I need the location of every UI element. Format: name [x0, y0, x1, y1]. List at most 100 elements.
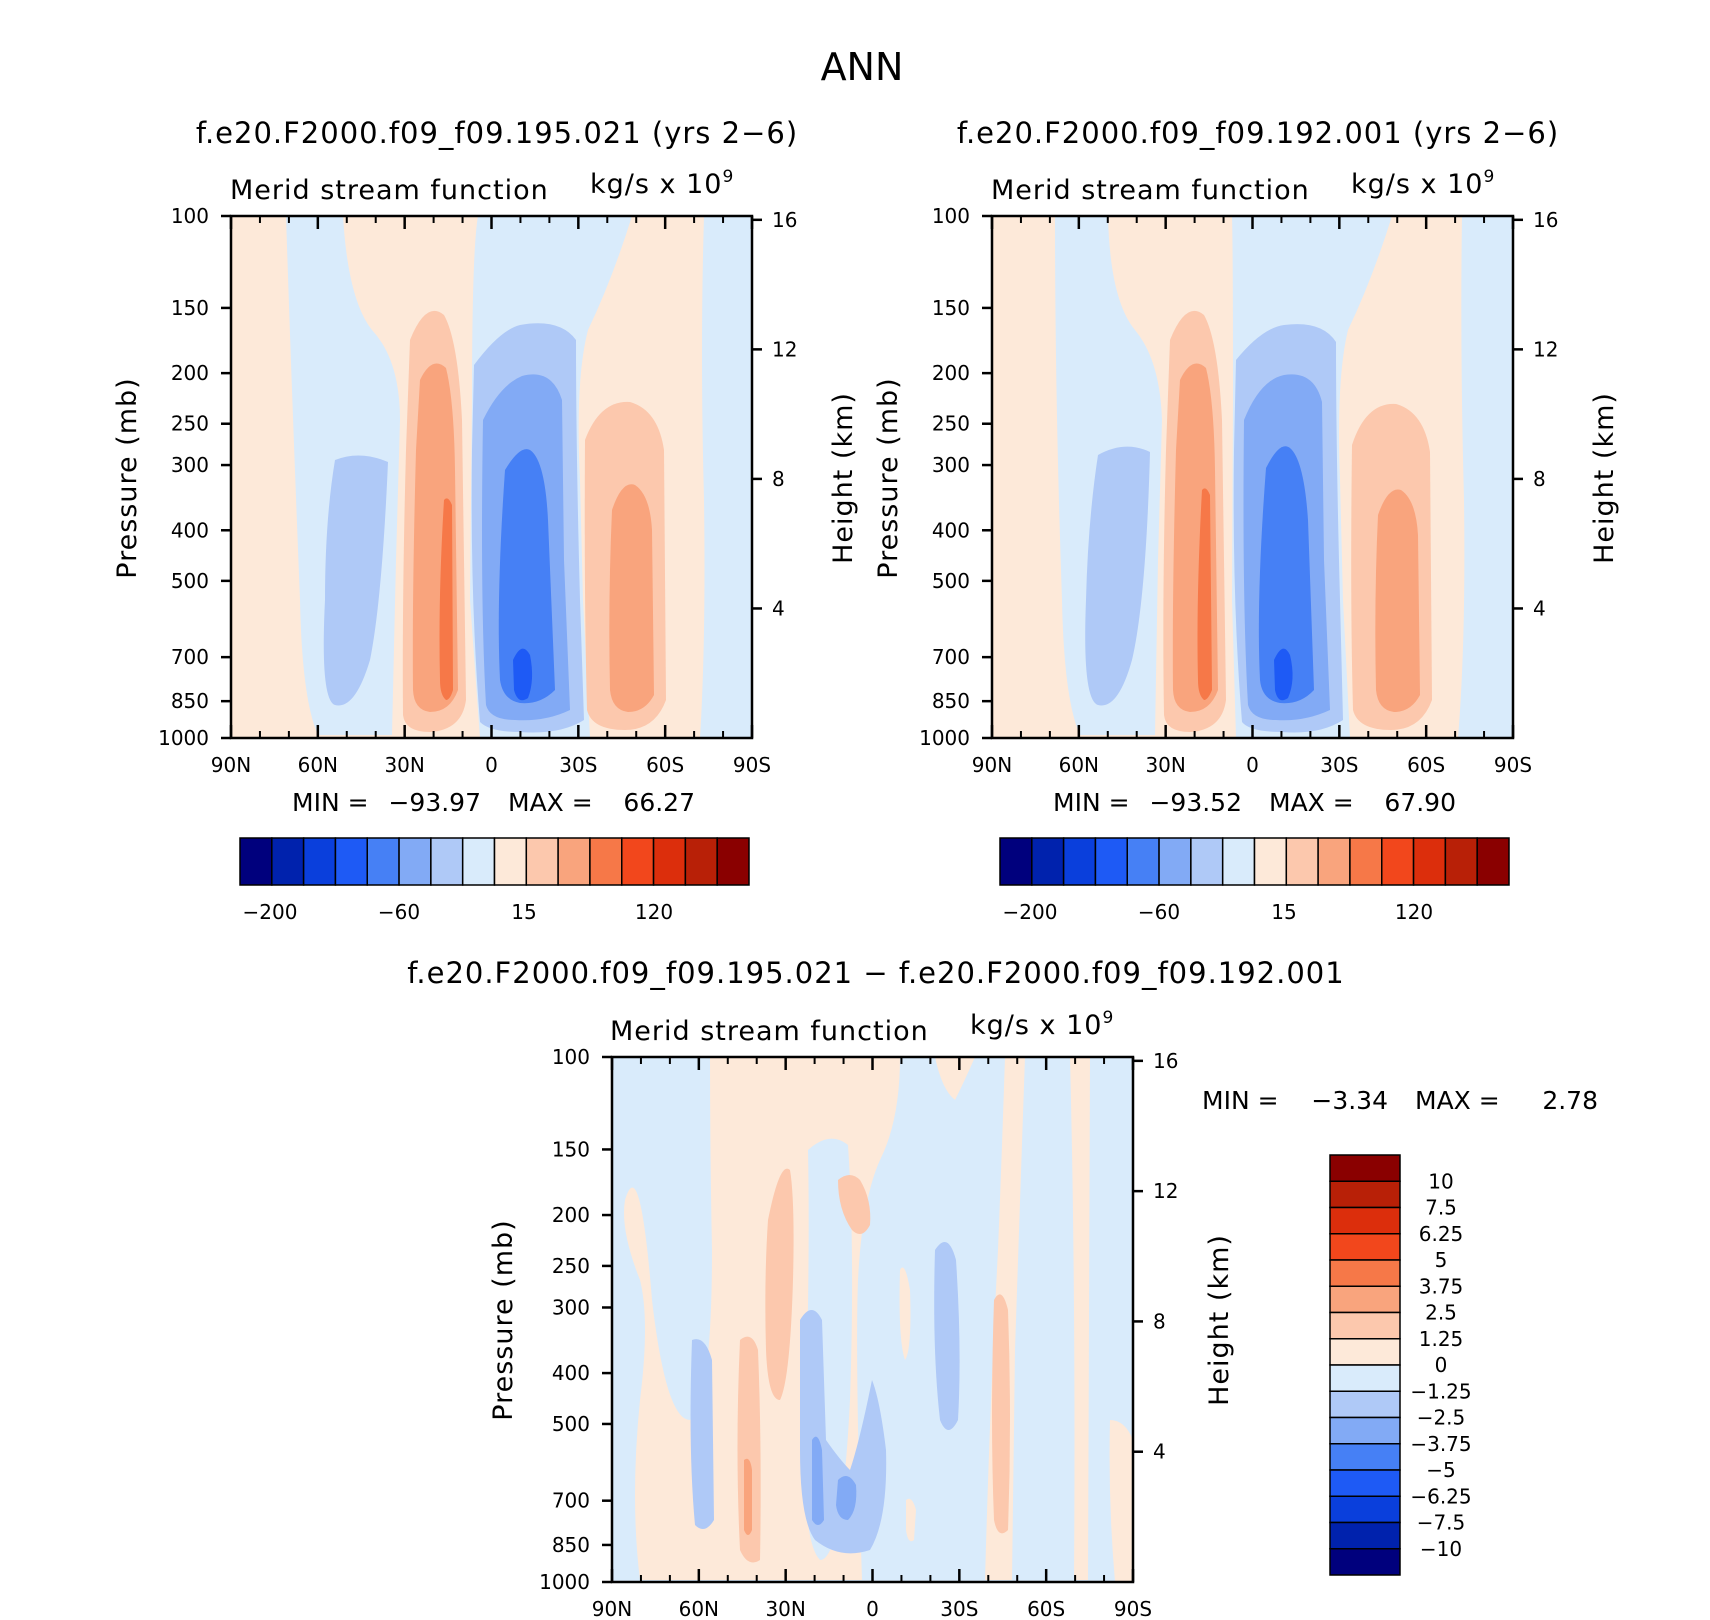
colorbar-swatch: [621, 837, 655, 886]
colorbar-swatch: [1476, 837, 1510, 886]
y-axis: 100 150 200 250 300 400 500 700 850 1000 16 12 8 4: [158, 204, 797, 750]
y-tick-label: 200: [932, 361, 970, 385]
colorbar-swatch: [1329, 1206, 1401, 1235]
x-axis: 90N 60N 30N 0 30S 60S 90S: [211, 216, 771, 777]
colorbar-label: −6.25: [1410, 1484, 1471, 1508]
y-tick-label: 200: [171, 361, 209, 385]
colorbar-swatch: [366, 837, 400, 886]
colorbar-swatch: [1031, 837, 1065, 886]
y-tick-label: 500: [932, 569, 970, 593]
x-tick-label: 60N: [679, 1597, 719, 1620]
y-tick-label: 700: [171, 645, 209, 669]
y-right-tick-label: 12: [1533, 337, 1558, 361]
colorbar-swatch: [398, 837, 432, 886]
colorbar-label: 3.75: [1419, 1274, 1464, 1298]
units-string: kg/s x 109: [1351, 167, 1495, 200]
y-axis: 100 150 200 250 300 400 500 700 850 1000 16 12 8 4: [539, 1045, 1178, 1594]
contour-pos-2: [737, 1336, 761, 1563]
y-tick-label: 850: [171, 689, 209, 713]
y-axis-right-label: Height (km): [1204, 1234, 1235, 1406]
panel-case2: f.e20.F2000.f09_f09.192.001 (yrs 2−6) Me…: [873, 116, 1620, 924]
colorbar-label: 2.5: [1425, 1301, 1457, 1325]
colorbar-swatch: [1190, 837, 1224, 886]
colorbar-swatch: [1412, 837, 1447, 886]
x-tick-label: 30N: [1145, 753, 1185, 777]
colorbar-label: −5: [1426, 1458, 1455, 1482]
contour-field: [231, 216, 752, 738]
x-tick-label: 30S: [1320, 753, 1358, 777]
colorbar-swatch: [1329, 1469, 1401, 1497]
contour-pos-2: [609, 484, 654, 712]
panel-title: f.e20.F2000.f09_f09.195.021 (yrs 2−6): [196, 116, 798, 150]
contour-neg-5: [513, 648, 533, 701]
y-tick-label: 850: [552, 1533, 590, 1557]
colorbar-swatch: [493, 837, 528, 886]
contour-neg-4: [498, 449, 555, 704]
colorbar-swatch: [1317, 837, 1351, 886]
colorbar-label: 120: [635, 900, 673, 924]
y-tick-label: 300: [171, 453, 209, 477]
max-label: MAX =: [1269, 788, 1354, 817]
figure-title: ANN: [821, 45, 904, 89]
y-tick-label: 250: [932, 412, 970, 436]
contour-neg-3: [836, 1476, 857, 1520]
x-tick-label: 0: [866, 1597, 879, 1620]
panel-diff: f.e20.F2000.f09_f09.195.021 − f.e20.F200…: [407, 956, 1598, 1620]
panel-title: f.e20.F2000.f09_f09.195.021 − f.e20.F200…: [407, 956, 1344, 990]
colorbar-label: 15: [1271, 900, 1296, 924]
contour-field: [992, 216, 1513, 738]
max-value: 67.90: [1384, 788, 1456, 817]
y-tick-label: 200: [552, 1203, 590, 1227]
colorbar-swatch: [1329, 1338, 1401, 1366]
y-right-tick-label: 8: [772, 467, 785, 491]
contour-neg-4: [1258, 446, 1314, 704]
colorbar-swatch: [1381, 837, 1415, 886]
colorbar-swatch: [525, 837, 559, 886]
colorbar-label: 120: [1395, 900, 1433, 924]
left-string: Merid stream function: [991, 175, 1310, 206]
x-tick-label: 90N: [592, 1597, 632, 1620]
x-tick-label: 60S: [1027, 1597, 1065, 1620]
colorbar-swatch: [1444, 837, 1478, 886]
colorbar-swatch: [1349, 837, 1383, 886]
y-axis: 100 150 200 250 300 400 500 700 850 1000 16 12 8 4: [919, 204, 1558, 750]
colorbar-swatch: [1329, 1180, 1401, 1209]
colorbar-swatch: [1329, 1390, 1401, 1419]
colorbar-swatch: [302, 837, 337, 886]
y-tick-label: 100: [932, 204, 970, 228]
colorbar-swatch: [461, 837, 496, 886]
x-tick-label: 60N: [1059, 753, 1099, 777]
y-tick-label: 150: [171, 296, 209, 320]
contour-neg-2: [934, 1242, 960, 1430]
contour-neg-2: [1085, 446, 1150, 706]
colorbar-swatch: [1253, 837, 1288, 886]
colorbar-swatch: [684, 837, 718, 886]
colorbar-swatch: [1285, 837, 1319, 886]
y-tick-label: 100: [171, 204, 209, 228]
y-tick-label: 300: [932, 453, 970, 477]
x-tick-label: 60N: [298, 753, 338, 777]
colorbar-swatch: [271, 837, 305, 886]
contour-pos-1: [1109, 1420, 1133, 1582]
contour-pos-2: [992, 1294, 1010, 1534]
colorbar-swatch: [652, 837, 687, 886]
y-tick-label: 1000: [919, 726, 970, 750]
contour-neg-1: [1458, 216, 1513, 738]
colorbar-label: −60: [1138, 900, 1180, 924]
y-right-tick-label: 16: [772, 208, 797, 232]
y-right-tick-label: 8: [1533, 467, 1546, 491]
colorbar: −200 −60 15 120: [239, 837, 750, 924]
y-right-tick-label: 4: [1153, 1440, 1166, 1464]
y-axis-right-label: Height (km): [1589, 392, 1620, 564]
contour-neg-3: [812, 1436, 824, 1525]
colorbar-swatch: [1329, 1416, 1401, 1445]
x-tick-label: 90N: [972, 753, 1012, 777]
min-max-stats: MIN = −93.97 MAX = 66.27: [292, 788, 695, 817]
x-tick-label: 30S: [559, 753, 597, 777]
y-tick-label: 700: [552, 1489, 590, 1513]
contour-pos-1: [906, 1498, 916, 1542]
colorbar-swatch: [716, 837, 750, 886]
contour-pos-2: [838, 1175, 871, 1234]
x-tick-label: 60S: [1407, 753, 1445, 777]
